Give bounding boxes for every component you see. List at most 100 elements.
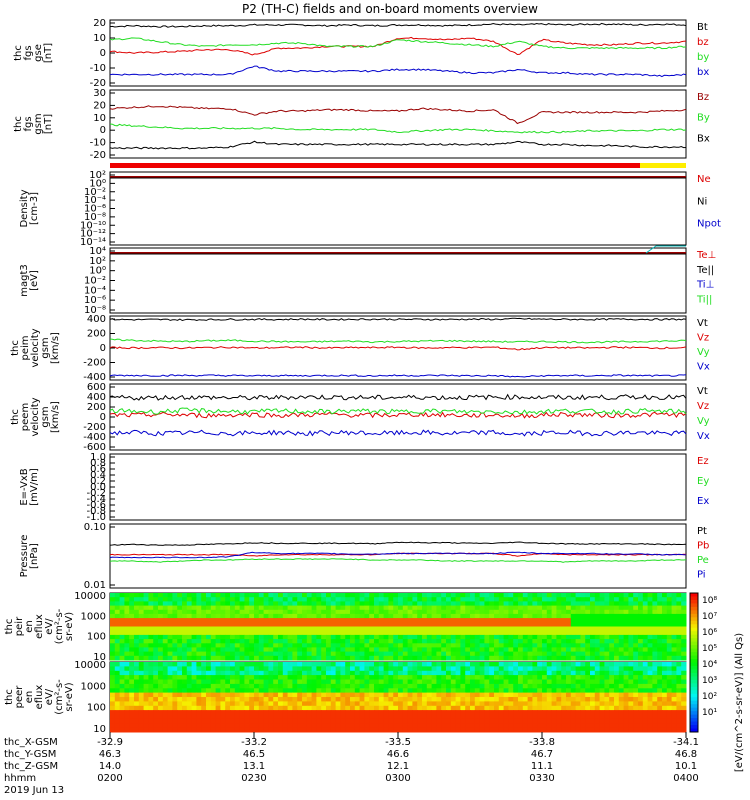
ylabel-peer: sr-eV) [64,682,75,711]
heatmap-cell-peer [268,679,274,685]
heatmap-cell-peir [388,651,394,657]
heatmap-cell-peer [306,683,313,689]
heatmap-cell-peir [254,593,260,598]
heatmap-cell-peer [388,718,394,724]
heatmap-cell-peer [134,705,140,711]
heatmap-cell-peir [182,647,188,653]
heatmap-cell-peir [330,601,337,607]
heatmap-cell-peer [134,723,140,729]
heatmap-cell-peir [446,630,452,636]
heatmap-cell-peir [484,618,490,623]
heatmap-cell-peer [422,714,428,720]
heatmap-cell-peir [618,634,625,640]
heatmap-cell-peir [191,651,197,657]
heatmap-cell-peer [249,727,255,733]
heatmap-cell-peer [599,688,605,694]
ylabel-peer: peer [14,685,25,709]
ytick-density: 10⁻² [84,187,106,198]
heatmap-cell-peir [575,605,581,611]
heatmap-cell-peer [609,666,615,672]
heatmap-cell-peir [398,634,404,640]
heatmap-cell-peer [350,675,356,680]
heatmap-cell-peer [378,718,385,724]
heatmap-cell-peir [542,622,548,627]
heatmap-cell-peir [282,655,289,661]
heatmap-cell-peer [508,688,514,694]
heatmap-cell-peer [306,675,313,680]
heatmap-cell-peir [350,609,356,615]
heatmap-cell-peir [148,605,154,611]
heatmap-cell-peir [340,630,346,636]
heatmap-cell-peir [633,647,639,653]
heatmap-cell-peer [172,662,178,667]
heatmap-cell-peir [484,647,490,653]
heatmap-cell-peir [335,622,341,627]
heatmap-cell-peir [201,634,207,640]
heatmap-cell-peer [450,688,457,694]
heatmap-cell-peir [431,634,437,640]
heatmap-cell-peer [383,727,389,733]
heatmap-cell-peer [254,692,260,698]
heatmap-cell-peir [258,639,265,644]
heatmap-cell-peer [590,670,596,676]
heatmap-cell-peir [345,622,351,627]
heatmap-cell-peer [114,701,121,707]
heatmap-cell-peir [234,613,241,619]
heatmap-cell-peir [652,655,658,661]
heatmap-cell-peir [628,609,634,615]
ytick-density: 10⁻⁴ [84,195,106,206]
heatmap-cell-peir [422,613,428,619]
heatmap-cell-peir [671,651,677,657]
heatmap-cell-peir [311,597,317,602]
heatmap-cell-peir [556,597,562,602]
heatmap-cell-peir [618,626,625,632]
heatmap-cell-peer [172,705,178,711]
heatmap-cell-peer [354,714,361,720]
heatmap-cell-peir [594,605,601,611]
heatmap-cell-peir [129,651,135,657]
heatmap-cell-peir [426,639,433,644]
heatmap-cell-peer [263,701,269,707]
heatmap-cell-peir [263,655,269,661]
heatmap-cell-peer [484,688,490,694]
series-fgs-gse-Bt [109,22,687,28]
heatmap-cell-peer [513,714,519,720]
heatmap-cell-peir [119,655,125,661]
heatmap-cell-peer [614,727,620,733]
heatmap-cell-peir [518,634,524,640]
heatmap-cell-peer [407,723,413,729]
heatmap-cell-peir [369,626,375,632]
heatmap-cell-peir [177,643,183,648]
heatmap-cell-peer [354,666,361,672]
heatmap-cell-peer [206,675,212,680]
heatmap-cell-peir [455,605,461,611]
heatmap-cell-peer [210,701,217,707]
heatmap-cell-peer [158,675,164,680]
heatmap-cell-peer [460,666,466,672]
heatmap-cell-peer [258,692,265,698]
heatmap-cell-peir [647,647,653,653]
heatmap-cell-peir [244,655,250,661]
heatmap-cell-peer [431,688,437,694]
heatmap-cell-peir [498,643,505,648]
heatmap-cell-peir [561,593,567,598]
heatmap-cell-peer [321,710,327,715]
heatmap-cell-peir [662,651,668,657]
heatmap-cell-peer [311,723,317,729]
ytick-peem: 600 [87,382,106,393]
heatmap-cell-peer [618,727,625,733]
heatmap-cell-peir [244,609,250,615]
heatmap-cell-peer [657,701,663,707]
heatmap-cell-peir [388,639,394,644]
heatmap-cell-peir [518,630,524,636]
heatmap-cell-peir [474,639,481,644]
heatmap-cell-peir [273,609,279,615]
heatmap-cell-peer [599,692,605,698]
heatmap-cell-peer [484,710,490,715]
heatmap-cell-peir [316,626,322,632]
heatmap-cell-peer [580,697,586,702]
heatmap-cell-peer [662,688,668,694]
heatmap-cell-peir [330,647,337,653]
heatmap-cell-peer [652,683,658,689]
heatmap-cell-peir [282,639,289,644]
